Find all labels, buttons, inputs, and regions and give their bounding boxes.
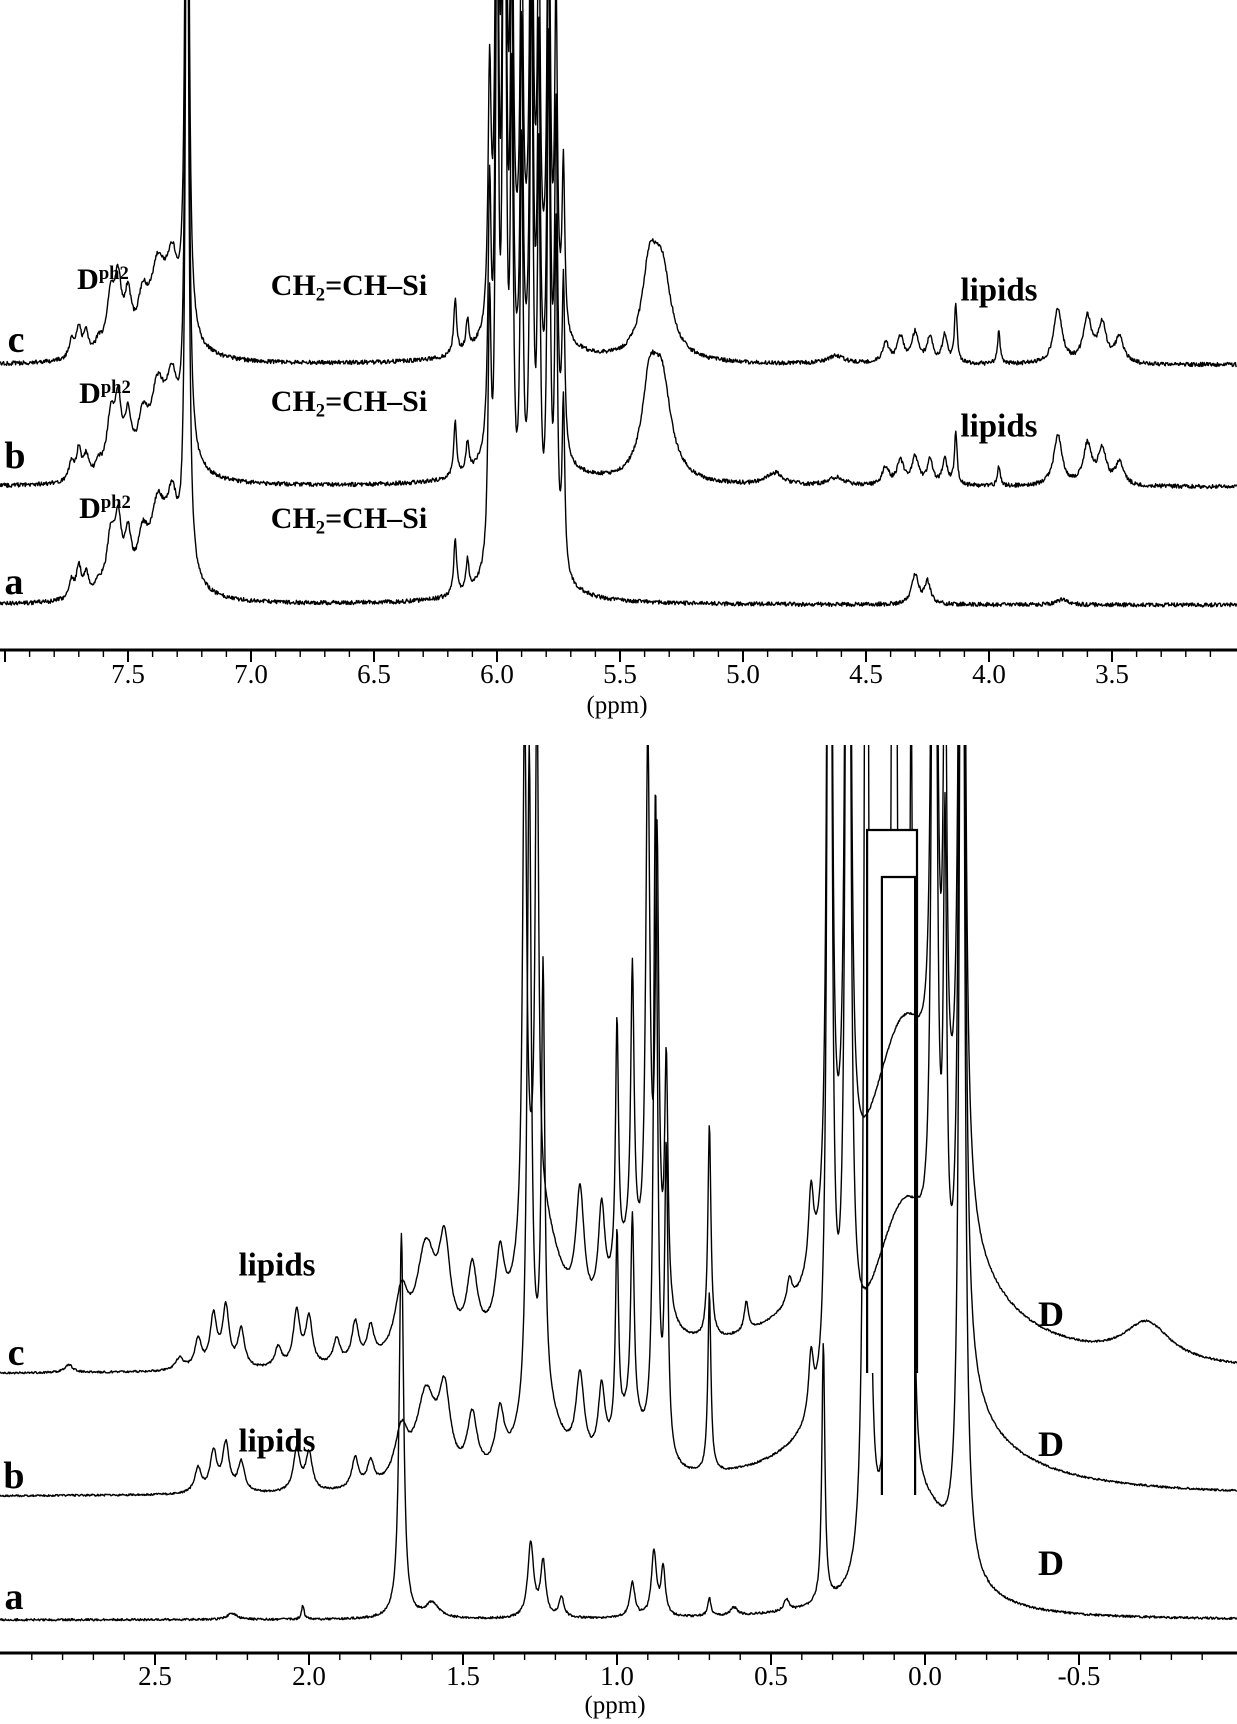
lipids-label-bottom-b: lipids	[238, 1423, 316, 1460]
axis-tick-label: 1.5	[446, 1661, 480, 1691]
truncation-box-b	[880, 875, 917, 1495]
d-label-a: D	[1038, 1543, 1064, 1583]
top-trace-label-c: c	[7, 319, 25, 361]
axis-tick-label: -0.5	[1058, 1661, 1101, 1691]
axis-tick-label: 7.5	[111, 659, 145, 689]
nmr-trace-c	[0, 0, 1237, 368]
nmr-trace-a	[0, 745, 1237, 1622]
nmr-trace-a	[0, 0, 1237, 608]
x-axis: 7.5 7.0 6.5 6.0 5.5 5.0 4.5 4.0 3.5 (ppm)	[0, 648, 1237, 719]
axis-tick-label: 0.5	[754, 1661, 788, 1691]
axis-tick-label: 4.0	[972, 659, 1006, 689]
axis-tick-label: 5.5	[603, 659, 637, 689]
nmr-trace-b	[0, 0, 1237, 490]
lipids-label-top-b: lipids	[960, 408, 1038, 445]
bottom-trace-label-b: b	[3, 1455, 25, 1497]
axis-tick-label: 6.5	[357, 659, 391, 689]
dph2-label-c: Dph2	[77, 262, 129, 297]
vinyl-label-c: CH2=CH–Si	[270, 268, 428, 306]
top-trace-label-a: a	[4, 561, 24, 603]
d-label-c: D	[1038, 1294, 1064, 1334]
axis-tick-label: 5.0	[726, 659, 760, 689]
axis-tick-label: 6.0	[480, 659, 514, 689]
axis-unit-label: (ppm)	[586, 692, 647, 719]
axis-tick-label: 2.5	[138, 1661, 172, 1691]
nmr-spectrum-panel-bottom: 2.5 2.0 1.5 1.0 0.5 0.0 -0.5 (ppm)	[0, 745, 1237, 1719]
bottom-trace-label-a: a	[4, 1576, 24, 1618]
axis-tick-label: 3.5	[1095, 659, 1129, 689]
dph2-label-b: Dph2	[79, 376, 131, 411]
lipids-label-top-c: lipids	[960, 272, 1038, 309]
dph2-label-a: Dph2	[79, 491, 131, 526]
lipids-label-bottom-c: lipids	[238, 1247, 316, 1284]
axis-tick-label: 2.0	[292, 1661, 326, 1691]
axis-tick-label: 4.5	[849, 659, 883, 689]
axis-tick-label: 7.0	[234, 659, 268, 689]
axis-tick-label: 0.0	[908, 1661, 942, 1691]
vinyl-label-a: CH2=CH–Si	[270, 501, 428, 539]
axis-tick-label: 1.0	[600, 1661, 634, 1691]
vinyl-label-b: CH2=CH–Si	[270, 384, 428, 422]
d-label-b: D	[1038, 1424, 1064, 1464]
top-trace-label-b: b	[4, 435, 26, 477]
nmr-trace-c	[0, 745, 1237, 1375]
nmr-spectrum-panel-top: 7.5 7.0 6.5 6.0 5.5 5.0 4.5 4.0 3.5 (ppm)	[0, 0, 1237, 719]
x-axis: 2.5 2.0 1.5 1.0 0.5 0.0 -0.5 (ppm)	[0, 1651, 1237, 1719]
bottom-trace-label-c: c	[7, 1332, 25, 1374]
nmr-trace-b	[0, 745, 1237, 1498]
axis-unit-label: (ppm)	[584, 1692, 645, 1719]
